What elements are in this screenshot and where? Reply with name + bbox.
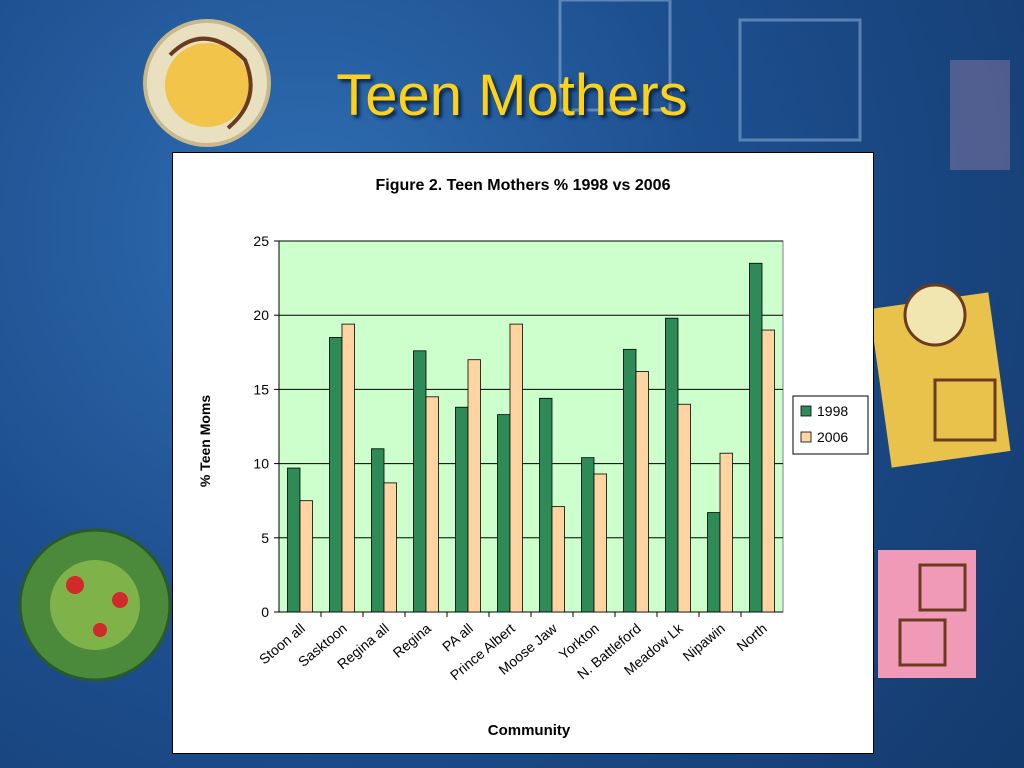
x-tick-label: Nipawin bbox=[679, 620, 727, 664]
legend-label-1998: 1998 bbox=[817, 403, 848, 419]
legend-swatch-1998 bbox=[800, 405, 812, 417]
bar-2006-10 bbox=[719, 452, 733, 613]
y-tick-label: 0 bbox=[261, 604, 269, 620]
bar-2006-2 bbox=[383, 482, 397, 613]
bar-2006-8 bbox=[635, 371, 649, 613]
y-axis-label: % Teen Moms bbox=[197, 395, 213, 488]
bar-1998-9 bbox=[665, 317, 679, 613]
slide-title: Teen Mothers bbox=[336, 63, 688, 128]
y-tick-label: 10 bbox=[253, 456, 269, 472]
y-tick-label: 20 bbox=[253, 307, 269, 323]
legend-swatch-2006 bbox=[800, 431, 812, 443]
sun-decoration bbox=[143, 19, 271, 147]
bar-1998-4 bbox=[455, 406, 469, 613]
bar-1998-11 bbox=[749, 262, 763, 613]
bar-2006-1 bbox=[341, 323, 355, 613]
chart-panel: Figure 2. Teen Mothers % 1998 vs 2006 % … bbox=[172, 152, 874, 754]
wreath-decoration bbox=[18, 528, 172, 682]
x-tick-label: North bbox=[733, 620, 770, 654]
bar-1998-6 bbox=[539, 397, 553, 613]
bar-1998-5 bbox=[497, 414, 511, 613]
bar-2006-11 bbox=[761, 329, 775, 613]
house-decoration-top bbox=[558, 0, 1010, 170]
legend: 1998 2006 bbox=[792, 395, 869, 455]
bar-1998-2 bbox=[371, 448, 385, 613]
bar-1998-7 bbox=[581, 457, 595, 613]
bar-1998-3 bbox=[413, 350, 427, 613]
y-tick-label: 25 bbox=[253, 233, 269, 249]
bar-2006-5 bbox=[509, 323, 523, 613]
x-axis-label: Community bbox=[488, 722, 571, 739]
y-tick-label: 5 bbox=[261, 530, 269, 546]
x-tick-label: PA all bbox=[439, 620, 476, 655]
bar-1998-0 bbox=[287, 467, 301, 613]
bar-2006-4 bbox=[467, 359, 481, 613]
bar-2006-9 bbox=[677, 403, 691, 613]
bar-1998-10 bbox=[707, 512, 721, 613]
bar-2006-6 bbox=[551, 506, 565, 613]
legend-label-2006: 2006 bbox=[817, 429, 848, 445]
bar-chart: Figure 2. Teen Mothers % 1998 vs 2006 % … bbox=[197, 177, 869, 739]
bar-1998-1 bbox=[329, 337, 343, 613]
bar-2006-7 bbox=[593, 473, 607, 613]
pink-building-decoration bbox=[878, 550, 976, 678]
bar-2006-0 bbox=[299, 500, 313, 613]
plot-background bbox=[278, 240, 784, 613]
x-tick-label: Regina bbox=[390, 620, 434, 661]
chart-title: Figure 2. Teen Mothers % 1998 vs 2006 bbox=[376, 177, 671, 194]
house-decoration-right bbox=[869, 283, 1011, 468]
y-tick-label: 15 bbox=[253, 381, 269, 397]
bar-2006-3 bbox=[425, 396, 439, 613]
bar-1998-8 bbox=[623, 348, 637, 613]
